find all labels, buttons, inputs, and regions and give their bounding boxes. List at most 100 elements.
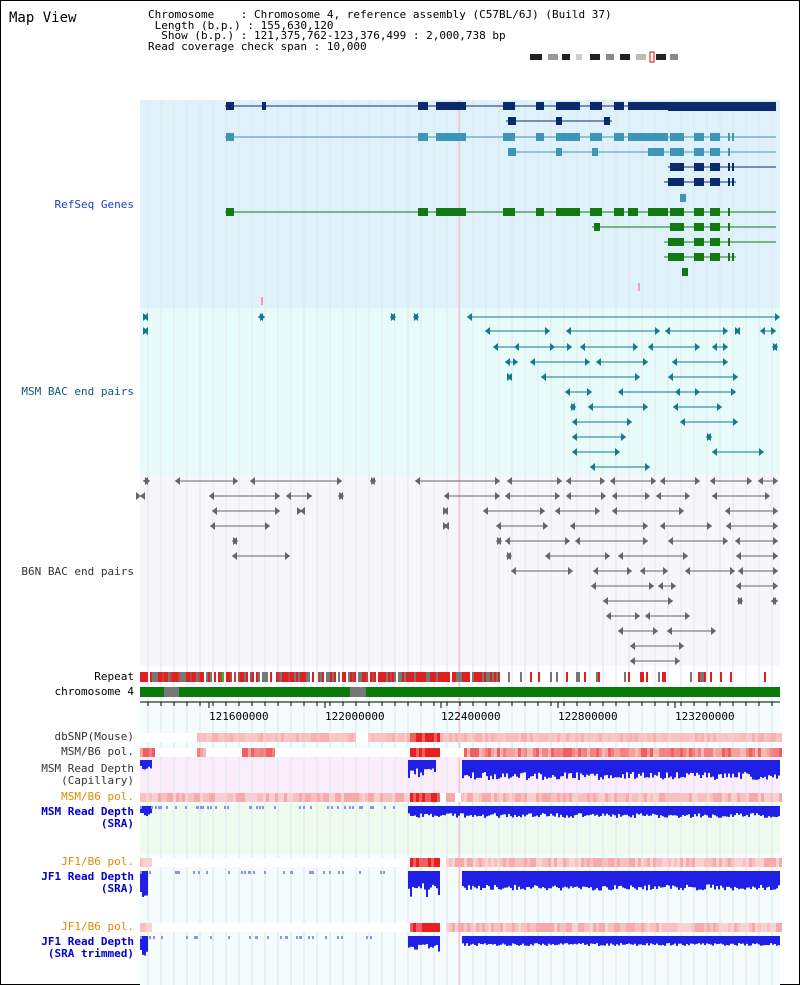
bac-end-marker [685, 612, 690, 620]
heat-cell [725, 923, 728, 932]
heat-cell [755, 748, 758, 757]
heat-cell [638, 733, 641, 742]
repeat-segment [624, 672, 626, 682]
depth-bar [546, 760, 548, 779]
heat-cell [473, 858, 476, 867]
heat-cell [449, 748, 452, 757]
depth-bar [408, 936, 410, 948]
depth-bar [518, 760, 520, 778]
repeat-segment [520, 672, 522, 682]
depth-bar [470, 806, 472, 815]
depth-bar [684, 806, 686, 817]
gene-exon [226, 133, 234, 141]
heat-cell [203, 733, 206, 742]
gene-exon [710, 223, 720, 231]
depth-bar [698, 871, 700, 890]
gene-exon [732, 178, 734, 186]
heat-cell [734, 923, 737, 932]
heat-cell [707, 733, 710, 742]
repeat-segment [282, 672, 284, 682]
depth-bar [760, 806, 762, 816]
depth-bar [484, 760, 486, 773]
bac-end-marker [275, 492, 280, 500]
heat-cell [461, 748, 464, 757]
heat-cell [710, 733, 713, 742]
heat-cell [347, 733, 350, 742]
track-label-msm-bac[interactable]: MSM BAC end pairs [21, 385, 134, 398]
depth-bar [428, 936, 430, 949]
heat-cell [143, 793, 146, 802]
depth-bar [580, 760, 582, 774]
depth-bar [680, 871, 682, 888]
heat-cell [200, 858, 203, 867]
heat-cell [176, 748, 179, 757]
heat-cell [590, 858, 593, 867]
depth-bar [424, 760, 426, 770]
heat-cell [359, 793, 362, 802]
depth-bar [626, 806, 628, 815]
depth-bar [658, 871, 660, 887]
heat-cell [155, 793, 158, 802]
heat-cell [767, 793, 770, 802]
depth-bar [496, 760, 498, 780]
heat-cell [374, 923, 377, 932]
track-label-b6n-bac[interactable]: B6N BAC end pairs [21, 565, 134, 578]
heat-cell [479, 748, 482, 757]
heat-cell [746, 748, 749, 757]
heat-cell [221, 733, 224, 742]
heat-cell [713, 923, 716, 932]
heat-cell [506, 793, 509, 802]
depth-bar [412, 806, 414, 817]
heat-cell [617, 923, 620, 932]
depth-bar [748, 871, 750, 888]
heat-cell [461, 858, 464, 867]
depth-bar [564, 806, 566, 818]
heat-cell [728, 733, 731, 742]
heat-cell [536, 923, 539, 932]
heat-cell [410, 923, 413, 932]
repeat-segment [266, 672, 268, 682]
repeat-segment [658, 672, 660, 682]
depth-bar [490, 936, 492, 945]
gene-exon [728, 208, 730, 216]
bac-end-marker [618, 552, 623, 560]
bac-end-marker [265, 522, 270, 530]
depth-bar [606, 760, 608, 775]
depth-bar [634, 871, 636, 889]
heat-cell [269, 793, 272, 802]
heat-cell [260, 748, 263, 757]
heat-cell [236, 733, 239, 742]
depth-bar [150, 806, 152, 814]
depth-bar [430, 760, 432, 770]
heat-cell [293, 923, 296, 932]
repeat-segment [140, 672, 142, 682]
heat-cell [518, 748, 521, 757]
heat-cell [383, 733, 386, 742]
heat-cell [188, 748, 191, 757]
heat-cell [563, 748, 566, 757]
track-label-refseq-genes[interactable]: RefSeq Genes [54, 198, 134, 211]
depth-bar [618, 936, 620, 946]
heat-cell [329, 923, 332, 932]
depth-bar [764, 760, 766, 777]
heat-cell [398, 858, 401, 867]
depth-bar [460, 806, 462, 814]
heat-cell [389, 793, 392, 802]
depth-bar [430, 806, 432, 814]
depth-bar [702, 806, 704, 816]
repeat-segment [642, 672, 644, 682]
heat-cell [350, 793, 353, 802]
depth-speck [323, 871, 325, 874]
depth-bar [688, 871, 690, 887]
depth-bar [664, 760, 666, 779]
track-label-jf1-depth-sra: JF1 Read Depth (SRA) [41, 871, 134, 895]
heat-cell [575, 733, 578, 742]
bac-end-marker [467, 313, 472, 321]
heat-cell [605, 923, 608, 932]
heat-cell [305, 793, 308, 802]
depth-bar [770, 760, 772, 776]
repeat-segment [462, 672, 464, 682]
heat-cell [224, 923, 227, 932]
depth-bar [716, 936, 718, 945]
